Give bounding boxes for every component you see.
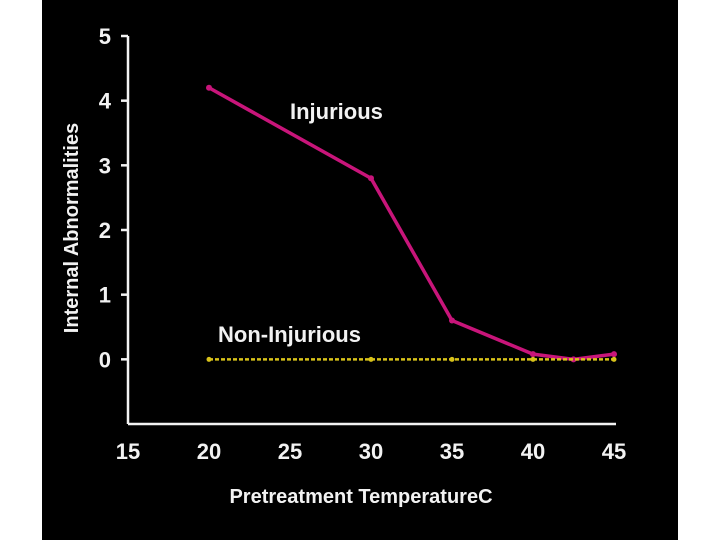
x-tick-label: 45 [602,439,626,464]
data-point [368,356,374,362]
data-point [611,356,617,362]
data-point [530,356,536,362]
series-label-injurious: Injurious [290,99,383,124]
x-tick-label: 40 [521,439,545,464]
data-point [449,317,455,324]
chart-slide [42,0,678,540]
data-point [570,356,577,363]
y-tick-label: 3 [99,153,111,178]
data-point [206,84,212,91]
data-point [611,351,617,358]
series-labels: Injurious Non-Injurious [218,99,383,347]
y-tick-label: 4 [99,89,112,114]
series-group [206,84,617,363]
x-tick-label: 30 [359,439,383,464]
data-point [449,356,455,362]
data-point [368,175,374,182]
axes [126,36,616,426]
y-tick-label: 2 [99,218,111,243]
x-axis-title: Pretreatment TemperatureC [229,486,492,508]
data-point [530,351,536,358]
x-tick-label: 20 [197,439,221,464]
y-tick-label: 5 [99,24,111,49]
y-tick-label: 0 [99,347,111,372]
x-tick-label: 25 [278,439,302,464]
y-axis-title: Internal Abnormalities [61,123,83,333]
series-line-0 [208,86,615,362]
data-point [206,356,212,362]
x-tick-label: 15 [116,439,140,464]
y-tick-label: 1 [99,283,111,308]
series-label-non-injurious: Non-Injurious [218,322,361,347]
x-tick-label: 35 [440,439,464,464]
